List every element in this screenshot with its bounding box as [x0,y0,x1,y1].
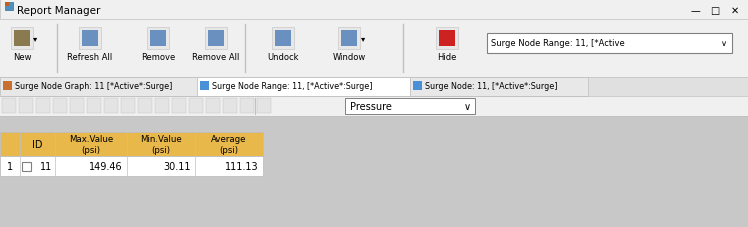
Text: New: New [13,53,31,62]
Bar [0,0,748,20]
Bar [189,99,203,114]
Bar [82,31,98,47]
Bar [197,78,410,96]
Text: ∨: ∨ [464,101,470,111]
Bar [413,82,422,91]
Bar [79,28,101,50]
Bar [439,31,455,47]
Bar [0,20,748,78]
Text: ▾: ▾ [33,34,37,43]
Bar [341,31,357,47]
Bar [53,99,67,114]
Text: 1: 1 [7,161,13,171]
Bar [240,99,254,114]
Bar [487,34,732,54]
Text: ▾: ▾ [361,34,365,43]
Bar [206,99,220,114]
Bar [0,78,748,96]
Bar [70,99,84,114]
Bar [0,116,748,227]
Bar [121,99,135,114]
Bar [338,28,360,50]
Bar [104,99,118,114]
Text: 111.13: 111.13 [225,161,259,171]
Text: Undock: Undock [267,53,298,62]
Text: Surge Node: 11, [*Active*:Surge]: Surge Node: 11, [*Active*:Surge] [425,82,557,91]
Bar [22,162,31,171]
Bar [0,96,748,116]
Bar [150,31,166,47]
Text: Surge Node Range: 11, [*Active*:Surge]: Surge Node Range: 11, [*Active*:Surge] [212,82,373,91]
Text: ✕: ✕ [731,6,739,16]
Bar [155,99,169,114]
Text: Hide: Hide [438,53,457,62]
Bar [275,31,291,47]
Text: Surge Node Range: 11, [*Active: Surge Node Range: 11, [*Active [491,39,625,48]
Bar [345,99,475,114]
Text: ∨: ∨ [721,39,727,48]
Text: Average
(psi): Average (psi) [211,134,247,154]
Bar [138,99,152,114]
Bar [0,78,197,96]
Text: 149.46: 149.46 [89,161,123,171]
Text: Min.Value
(psi): Min.Value (psi) [140,134,182,154]
Text: Remove All: Remove All [192,53,239,62]
Text: Report Manager: Report Manager [17,6,100,16]
Text: 30.11: 30.11 [164,161,191,171]
Text: —: — [690,6,700,16]
Bar [205,28,227,50]
Text: Remove: Remove [141,53,175,62]
Bar [19,99,33,114]
Bar [147,28,169,50]
Bar [14,31,30,47]
Bar [5,3,13,11]
Text: 11: 11 [40,161,52,171]
Bar [87,99,101,114]
Text: Refresh All: Refresh All [67,53,113,62]
Bar [272,28,294,50]
Bar [436,28,458,50]
Bar [208,31,224,47]
Text: Max.Value
(psi): Max.Value (psi) [69,134,113,154]
Bar [0,132,263,156]
Bar [11,28,33,50]
Bar [36,99,50,114]
Text: □: □ [711,6,720,16]
Bar [172,99,186,114]
Text: Window: Window [332,53,366,62]
Bar [3,82,12,91]
Bar [410,78,588,96]
Text: Pressure: Pressure [350,101,392,111]
Bar [223,99,237,114]
Bar [257,99,271,114]
Bar [5,3,9,7]
Bar [0,156,263,176]
Bar [2,99,16,114]
Text: ID: ID [32,139,43,149]
Bar [200,82,209,91]
Text: Surge Node Graph: 11 [*Active*:Surge]: Surge Node Graph: 11 [*Active*:Surge] [15,82,172,91]
